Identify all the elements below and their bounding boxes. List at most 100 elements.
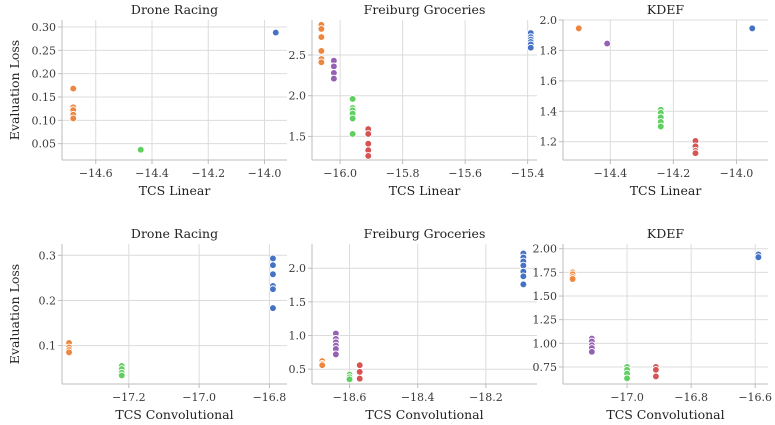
y-tick-label: 0.30 [32, 21, 57, 34]
panel-title: Drone Racing [131, 2, 218, 17]
x-tick-label: −18.2 [469, 391, 503, 404]
panel-2: −16.0 −15.8 −15.6 −15.4 1.5 2.0 2.5 Freiburg Gr… [289, 2, 545, 198]
data-point [332, 350, 340, 359]
data-point [330, 74, 338, 83]
data-point [69, 84, 78, 93]
y-tick-label: 0.3 [39, 249, 57, 262]
x-tick-label: −15.6 [448, 167, 482, 180]
x-axis-label: TCS Linear [630, 183, 702, 198]
data-point [526, 43, 535, 52]
panel-title: Freiburg Groceries [364, 2, 486, 17]
panel-title: Drone Racing [131, 226, 218, 241]
y-tick-label: 2.0 [289, 90, 307, 103]
data-point [117, 371, 126, 380]
data-point [317, 33, 326, 41]
data-point [348, 130, 357, 138]
x-tick-label: −16.0 [323, 167, 357, 180]
data-point [364, 139, 373, 148]
data-point [345, 375, 354, 384]
y-tick-label: 1.50 [533, 290, 558, 303]
data-point [519, 272, 528, 281]
x-tick-label: −18.6 [333, 391, 367, 404]
data-point [364, 130, 373, 138]
x-tick-label: −14.0 [720, 167, 754, 180]
data-point [269, 285, 277, 294]
data-point [691, 149, 700, 158]
data-point [317, 58, 326, 67]
data-point [574, 24, 583, 33]
data-point [269, 270, 277, 279]
y-tick-label: 0.1 [39, 340, 57, 353]
panel-6: −17.0 −16.8 −16.6 0.75 1.00 1.25 1.50 1.75 2.00 K… [533, 226, 773, 422]
x-tick-label: −14.4 [593, 167, 627, 180]
data-point [318, 361, 327, 370]
y-axis-label: Evaluation Loss [7, 40, 22, 140]
panel-4: −17.2 −17.0 −16.8 0.1 0.2 0.3 Drone Racing TCS … [7, 226, 287, 422]
x-tick-label: −18.4 [401, 391, 435, 404]
data-point [748, 24, 757, 33]
y-tick-label: 0.2 [39, 294, 57, 307]
x-tick-label: −17.0 [610, 391, 644, 404]
y-tick-label: 1.5 [289, 296, 307, 309]
data-point [754, 253, 763, 262]
data-point [317, 25, 326, 33]
data-point [348, 95, 357, 103]
data-point [652, 372, 660, 381]
data-point [65, 348, 73, 357]
data-point [587, 347, 596, 356]
x-axis-label: TCS Convolutional [606, 407, 724, 422]
x-axis-label: TCS Convolutional [365, 407, 483, 422]
y-tick-label: 1.4 [540, 105, 558, 118]
y-tick-label: 0.75 [533, 361, 558, 374]
data-point [355, 361, 364, 370]
data-point [271, 28, 280, 37]
data-point [330, 62, 338, 71]
y-tick-label: 1.2 [540, 136, 558, 149]
y-tick-label: 0.05 [32, 138, 57, 151]
y-tick-label: 2.00 [533, 243, 558, 256]
y-tick-label: 1.75 [533, 266, 558, 279]
panel-title: KDEF [647, 2, 684, 17]
y-tick-label: 1.8 [540, 44, 558, 57]
data-point [355, 368, 364, 376]
x-tick-label: −16.6 [738, 391, 772, 404]
x-tick-label: −15.4 [511, 167, 545, 180]
data-point [652, 365, 660, 374]
data-point [623, 374, 631, 383]
y-tick-label: 0.10 [32, 114, 57, 127]
data-point [269, 304, 277, 312]
data-point [355, 374, 364, 383]
x-tick-label: −17.0 [182, 391, 216, 404]
data-point [519, 280, 528, 289]
panel-title: KDEF [647, 226, 684, 241]
y-tick-label: 2.0 [540, 14, 558, 27]
data-point [364, 152, 373, 160]
data-point [269, 254, 277, 263]
panel-5: −18.6 −18.4 −18.2 0.5 1.0 1.5 2.0 Freiburg Groc… [289, 226, 537, 422]
x-axis-label: TCS Convolutional [115, 407, 233, 422]
y-tick-label: 1.5 [289, 130, 307, 143]
y-tick-label: 0.5 [289, 363, 307, 376]
data-point [317, 47, 326, 55]
data-point [603, 39, 612, 48]
x-axis-label: TCS Linear [139, 183, 211, 198]
data-point [348, 114, 357, 123]
x-tick-label: −14.2 [657, 167, 691, 180]
data-point [568, 275, 577, 283]
data-point [69, 114, 78, 123]
x-tick-label: −15.8 [386, 167, 420, 180]
x-tick-label: −16.8 [674, 391, 708, 404]
x-tick-label: −14.6 [79, 167, 113, 180]
y-tick-label: 1.0 [289, 330, 307, 343]
panel-title: Freiburg Groceries [364, 226, 486, 241]
panel-1: −14.6 −14.4 −14.2 −14.0 0.05 0.10 0.15 0.20 0.25… [7, 2, 287, 198]
x-axis-label: TCS Linear [389, 183, 461, 198]
x-tick-label: −14.0 [248, 167, 282, 180]
data-point [269, 261, 277, 270]
data-point [656, 122, 665, 131]
y-axis-label: Evaluation Loss [7, 264, 22, 364]
y-tick-label: 0.20 [32, 68, 57, 81]
data-point [136, 145, 145, 154]
y-tick-label: 1.6 [540, 75, 558, 88]
